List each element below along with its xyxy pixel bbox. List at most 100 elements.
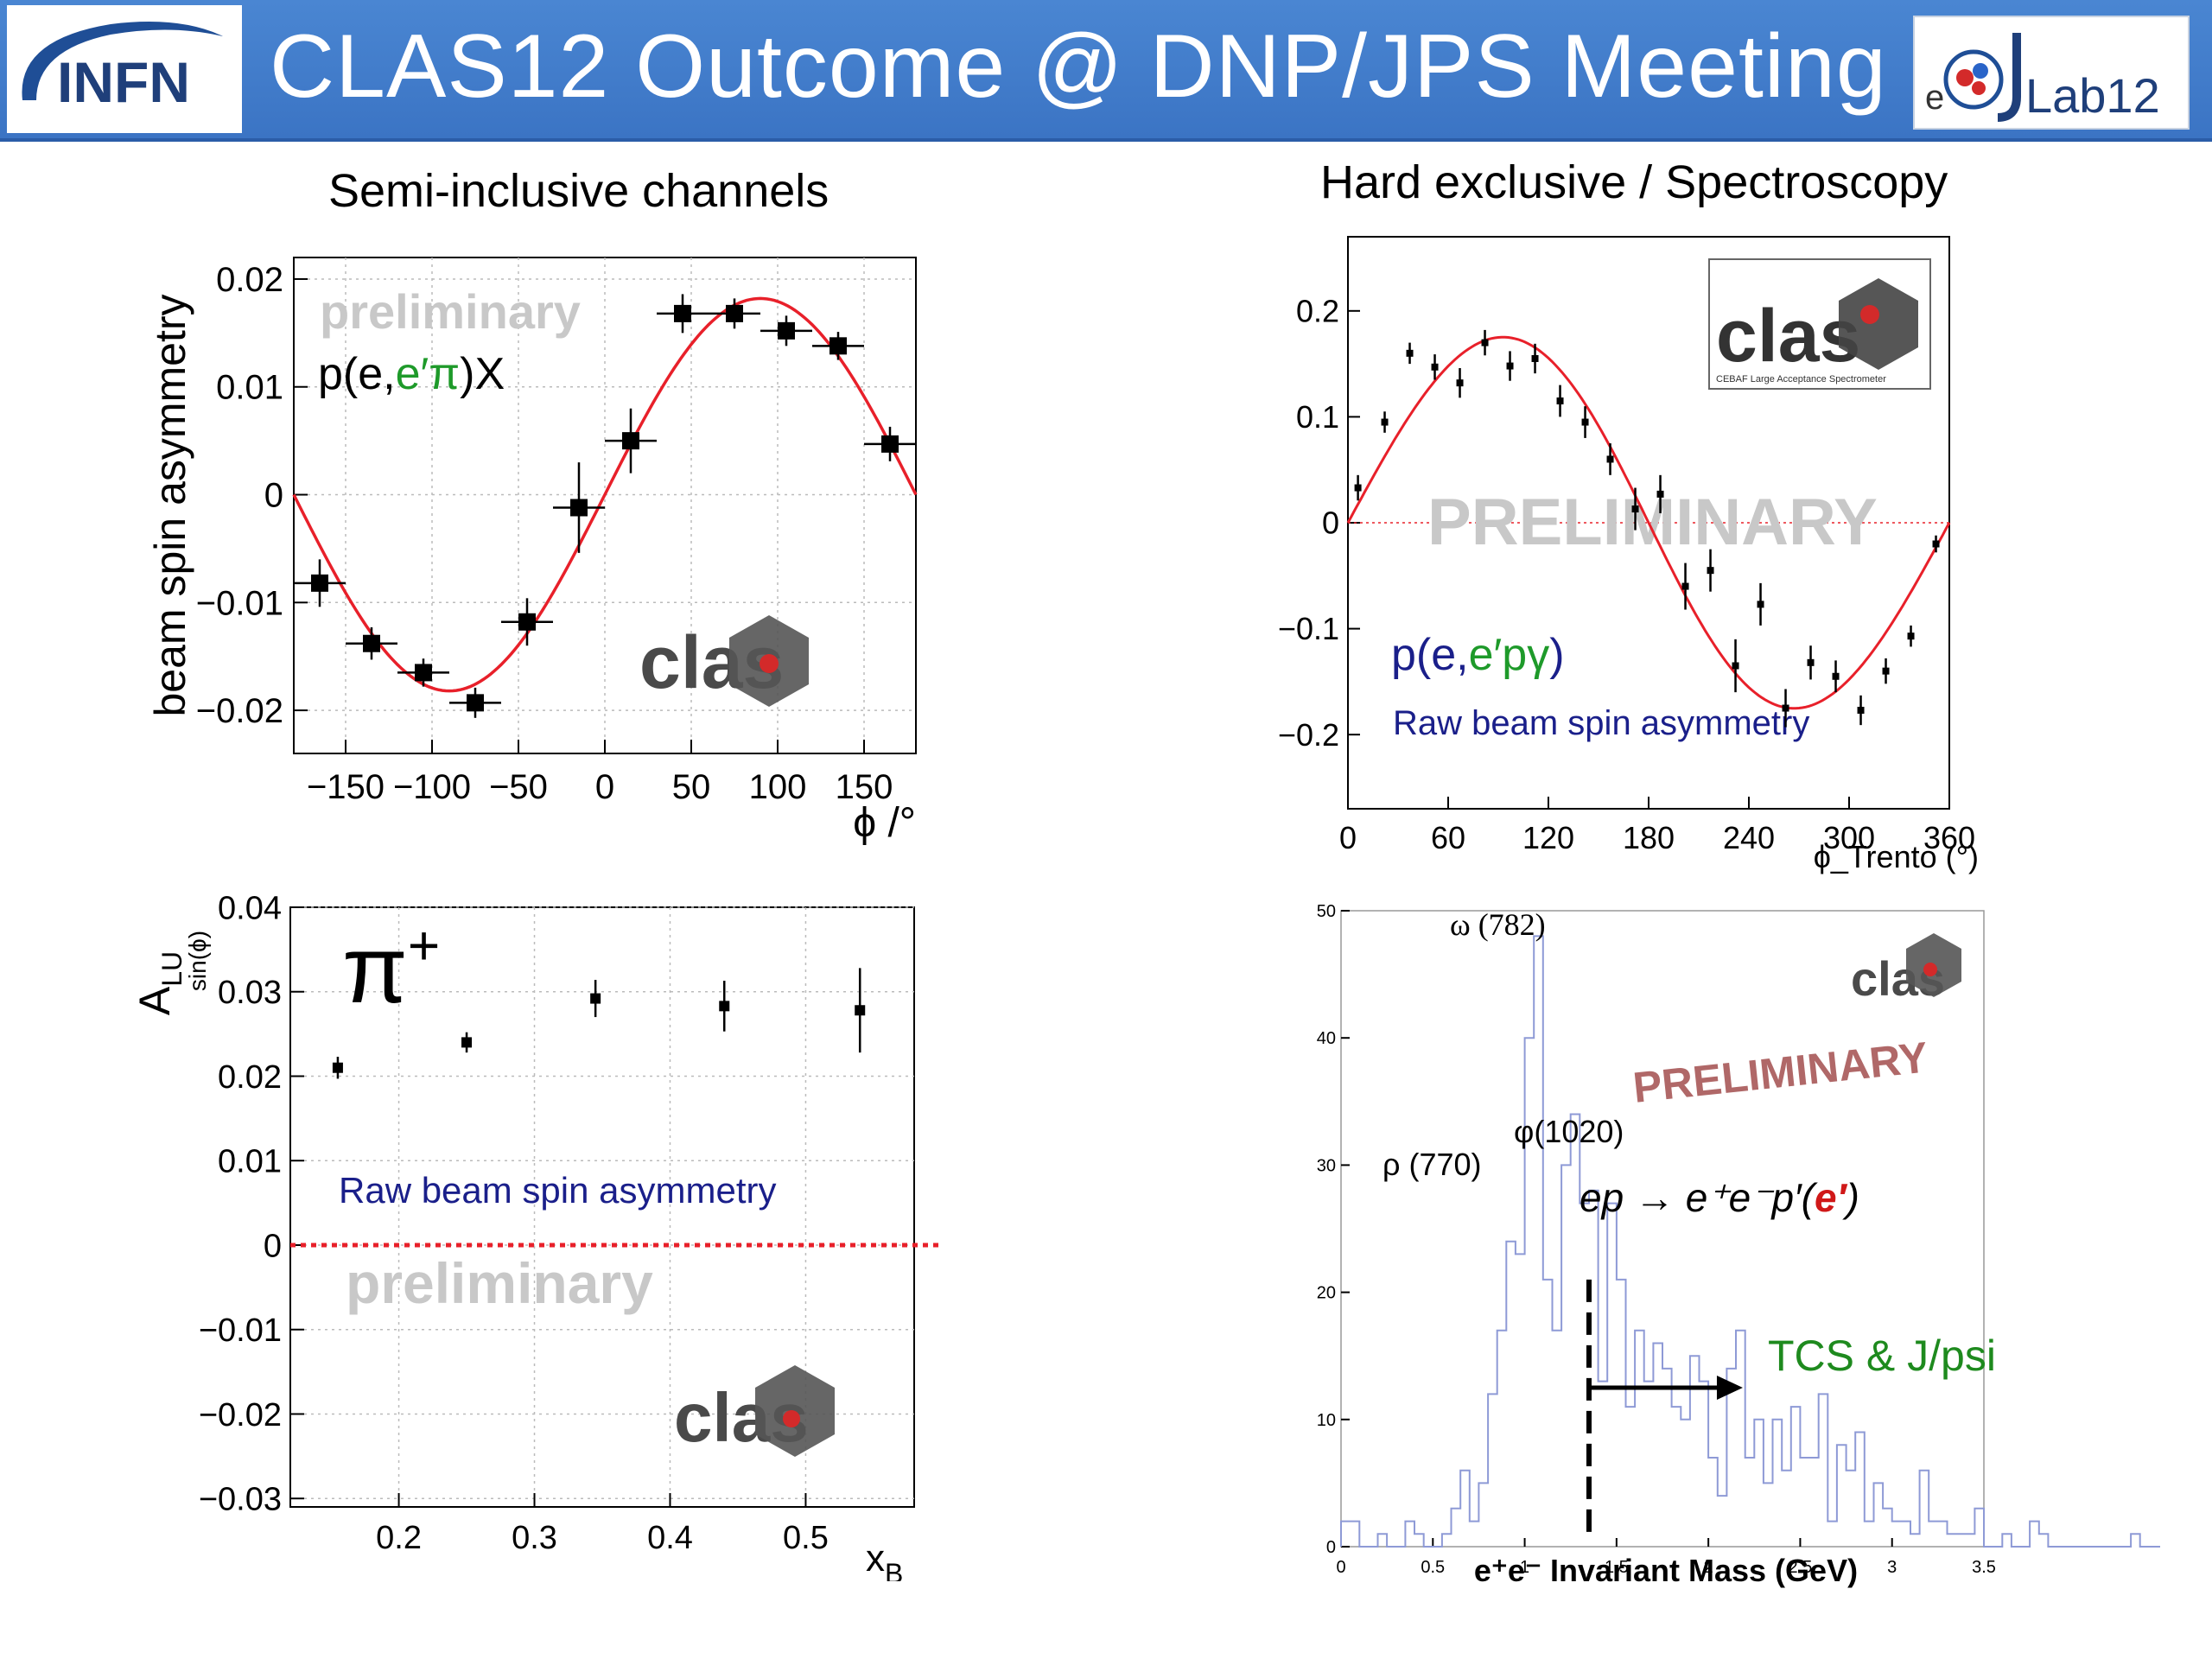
- title-bar: INFN CLAS12 Outcome @ DNP/JPS Meeting e …: [0, 0, 2212, 142]
- particle-label: π+: [342, 914, 440, 1023]
- data-point: [1681, 582, 1689, 590]
- jlab12-logo-prefix: e: [1925, 79, 1944, 117]
- y-tick-label: 0.01: [216, 369, 283, 407]
- data-point: [719, 1001, 730, 1012]
- y-tick-label: −0.02: [199, 1397, 282, 1433]
- jlab12-logo: e Lab12: [1913, 16, 2190, 130]
- y-label-sub: LU: [156, 951, 188, 987]
- x-axis-label: ϕ_Trento (°): [1814, 839, 1979, 874]
- reaction-suffix: ): [1549, 630, 1564, 680]
- clas-logo-dot: [1860, 305, 1879, 324]
- section-title-right: Hard exclusive / Spectroscopy: [1320, 156, 1948, 208]
- data-point: [830, 337, 847, 355]
- clas-logo: clas: [639, 615, 809, 707]
- alu-xb-chart: 0.2 0.3 0.4 0.5 0.04 0.03 0.02 0.01 0 −0.01 −0.02 −…: [130, 890, 940, 1581]
- data-point: [1581, 418, 1589, 426]
- clas-logo-subtitle: CEBAF Large Acceptance Spectrometer: [1716, 374, 1886, 385]
- x-tick-label: 0.5: [1421, 1558, 1445, 1577]
- data-points: [1354, 329, 1940, 728]
- jlab12-atom-ring: [1943, 49, 2004, 110]
- data-point: [1857, 706, 1865, 714]
- y-tick-label: 0.04: [218, 890, 282, 926]
- data-point: [332, 1062, 343, 1073]
- y-tick-label: 0: [1326, 1538, 1336, 1557]
- clas-logo-hexagon: [1839, 278, 1918, 370]
- x-tick-label: 2: [1704, 1558, 1713, 1577]
- data-point: [1354, 484, 1362, 492]
- data-point: [778, 321, 795, 340]
- x-axis-label: xB: [866, 1537, 903, 1581]
- x-tick-label: 0: [1339, 820, 1357, 855]
- clas-logo: clas: [1851, 933, 1961, 1006]
- preliminary-watermark: PRELIMINARY: [1427, 486, 1878, 559]
- jlab12-atom-red: [1956, 69, 1974, 86]
- y-tick-label: 0.01: [218, 1144, 282, 1180]
- y-tick-label: −0.03: [199, 1482, 282, 1518]
- preliminary-watermark: preliminary: [346, 1251, 653, 1315]
- y-axis-label: beam spin asymmetry: [146, 294, 194, 716]
- x-tick-label: 0.5: [783, 1520, 829, 1556]
- x-tick-label: 0: [595, 768, 614, 806]
- clas-logo-text: clas: [1716, 295, 1860, 378]
- x-tick-label: 150: [836, 768, 893, 806]
- data-point: [1656, 490, 1664, 498]
- reaction-colored: e′: [1815, 1175, 1848, 1220]
- section-title-left: Semi-inclusive channels: [328, 165, 830, 217]
- axis-ticks: −150 −100 −50 0 50 100 150 −0.02 −0.01 0 0.01 0.02: [196, 261, 893, 806]
- data-point: [726, 304, 743, 322]
- x-tick-label: 60: [1431, 820, 1465, 855]
- data-point: [1807, 658, 1815, 666]
- y-tick-label: 0: [264, 477, 283, 515]
- x-tick-label: 0.4: [647, 1520, 693, 1556]
- clas-logo: clas: [674, 1365, 835, 1457]
- jlab12-atom-red2: [1972, 81, 1986, 95]
- y-tick-label: 30: [1317, 1156, 1336, 1175]
- mass-histogram: [1340, 935, 2160, 1548]
- y-tick-label: −0.1: [1278, 611, 1339, 646]
- data-point: [311, 574, 328, 592]
- data-point: [1606, 455, 1614, 463]
- preliminary-watermark: PRELIMINARY: [1630, 1033, 1930, 1112]
- y-tick-label: −0.2: [1278, 717, 1339, 753]
- y-tick-label: 50: [1317, 902, 1336, 921]
- clas-logo-dot: [783, 1410, 800, 1427]
- x-tick-label: 240: [1723, 820, 1775, 855]
- infn-logo: INFN: [7, 5, 242, 133]
- x-tick-label: 2.5: [1789, 1558, 1813, 1577]
- x-tick-label: 50: [672, 768, 711, 806]
- plot-frame: [1340, 910, 1985, 1548]
- rho-annotation: ρ (770): [1382, 1147, 1482, 1182]
- x-tick-label: 180: [1623, 820, 1675, 855]
- y-label-sup: sin(ϕ): [184, 931, 211, 991]
- jlab12-logo-text: Lab12: [2025, 68, 2160, 123]
- reaction-prefix: p(e,: [1391, 630, 1469, 680]
- y-tick-label: 10: [1317, 1411, 1336, 1430]
- data-point: [1456, 379, 1464, 387]
- data-point: [1732, 662, 1739, 670]
- x-tick-label: 3: [1887, 1558, 1897, 1577]
- reaction-suffix: )X: [460, 349, 505, 399]
- x-tick-label: 300: [1823, 820, 1875, 855]
- data-point: [674, 304, 691, 322]
- x-label-main: x: [866, 1537, 885, 1580]
- data-point: [461, 1037, 473, 1048]
- y-tick-label: 0: [1322, 505, 1339, 541]
- arrow-head: [1716, 1376, 1743, 1400]
- data-point: [1631, 505, 1639, 513]
- data-point: [1556, 397, 1564, 405]
- data-point: [1506, 362, 1514, 370]
- x-tick-label: 0.2: [376, 1520, 422, 1556]
- data-point: [1882, 667, 1890, 675]
- reaction-prefix: ep → e⁺e⁻p′(: [1580, 1175, 1819, 1220]
- axis-ticks: 0.2 0.3 0.4 0.5 0.04 0.03 0.02 0.01 0 −0.01 −0.02 −…: [199, 890, 829, 1556]
- y-axis-label: ALU: [130, 951, 188, 1015]
- data-point: [622, 432, 639, 450]
- y-tick-label: 0.1: [1296, 399, 1339, 435]
- y-tick-label: −0.01: [196, 584, 283, 622]
- data-points: [294, 294, 916, 718]
- x-axis-label: ϕ /°: [853, 800, 916, 846]
- x-tick-label: 0: [1336, 1558, 1345, 1577]
- x-tick-label: 120: [1522, 820, 1574, 855]
- tcs-jpsi-label: TCS & J/psi: [1768, 1332, 1996, 1380]
